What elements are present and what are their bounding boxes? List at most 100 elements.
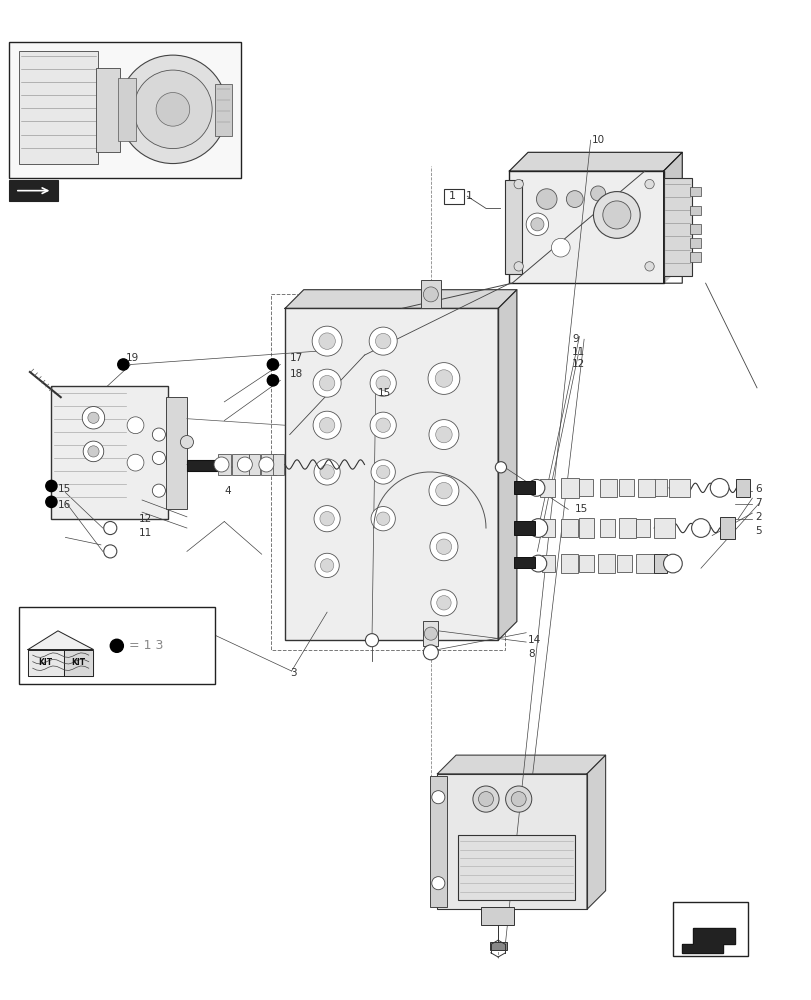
Bar [618, 518, 635, 538]
Polygon shape [437, 755, 605, 774]
Bar [97, 68, 119, 152]
Bar [437, 774, 586, 909]
Text: 8: 8 [527, 649, 534, 659]
Bar [579, 518, 594, 538]
Circle shape [526, 213, 548, 236]
Bar [513, 521, 534, 535]
Polygon shape [586, 755, 605, 909]
Circle shape [156, 93, 190, 126]
Polygon shape [497, 290, 516, 640]
Text: 11: 11 [138, 528, 152, 538]
Circle shape [365, 634, 378, 647]
Circle shape [551, 238, 569, 257]
Text: 7: 7 [754, 498, 761, 508]
Bar [719, 517, 734, 539]
Polygon shape [63, 650, 93, 676]
Text: 1: 1 [448, 191, 455, 201]
Circle shape [88, 412, 99, 423]
Circle shape [314, 506, 340, 532]
Bar [542, 555, 555, 572]
Circle shape [371, 460, 395, 484]
Polygon shape [28, 650, 63, 676]
Circle shape [319, 333, 335, 349]
Circle shape [320, 511, 334, 526]
Bar [539, 479, 555, 497]
Text: 10: 10 [591, 135, 604, 145]
Circle shape [267, 375, 278, 386]
Circle shape [431, 877, 444, 890]
Circle shape [82, 407, 105, 429]
Bar [215, 84, 231, 136]
Circle shape [371, 507, 395, 531]
Circle shape [528, 519, 547, 537]
Bar [663, 178, 691, 276]
Circle shape [311, 326, 341, 356]
Bar [166, 397, 187, 509]
Circle shape [237, 457, 252, 472]
Bar [560, 478, 579, 498]
Circle shape [472, 786, 499, 812]
Text: 9: 9 [571, 334, 578, 344]
Circle shape [423, 287, 438, 302]
Polygon shape [285, 290, 516, 308]
Circle shape [505, 786, 531, 812]
Text: 5: 5 [754, 526, 761, 536]
Bar [248, 454, 260, 475]
Bar [654, 479, 667, 496]
Circle shape [118, 359, 129, 370]
Text: 4: 4 [224, 486, 230, 496]
Circle shape [375, 376, 390, 390]
Text: 19: 19 [126, 353, 139, 363]
Circle shape [691, 519, 710, 537]
Bar [579, 479, 592, 496]
Bar [444, 189, 464, 204]
Text: KIT: KIT [71, 658, 85, 667]
Text: KIT: KIT [38, 658, 52, 667]
Circle shape [436, 596, 451, 610]
Circle shape [435, 370, 452, 387]
Bar [489, 942, 506, 950]
Bar [118, 78, 136, 141]
Circle shape [644, 262, 654, 271]
Circle shape [370, 412, 396, 438]
Circle shape [214, 457, 229, 472]
Text: 17: 17 [290, 353, 303, 363]
Bar [457, 835, 574, 900]
Bar [423, 621, 438, 646]
Bar [285, 308, 497, 640]
Circle shape [710, 479, 728, 497]
Circle shape [513, 179, 523, 189]
Circle shape [590, 186, 605, 201]
Polygon shape [28, 631, 93, 650]
Text: = 1 3: = 1 3 [129, 639, 163, 652]
Bar [618, 479, 633, 496]
Circle shape [320, 465, 334, 479]
Bar [260, 454, 276, 475]
Circle shape [565, 191, 582, 207]
Circle shape [127, 454, 144, 471]
Bar [481, 907, 513, 925]
Bar [420, 280, 440, 308]
Circle shape [152, 451, 165, 464]
Circle shape [104, 545, 117, 558]
Bar [689, 252, 700, 262]
Circle shape [375, 418, 390, 432]
Circle shape [267, 359, 278, 370]
Bar [10, 180, 58, 201]
Text: 1: 1 [465, 191, 472, 201]
Bar [579, 555, 594, 572]
Bar [542, 519, 555, 537]
Circle shape [180, 436, 193, 449]
Circle shape [423, 645, 438, 660]
Circle shape [593, 192, 639, 238]
Circle shape [320, 559, 333, 572]
Polygon shape [508, 152, 681, 171]
Text: 14: 14 [527, 635, 541, 645]
Circle shape [319, 375, 334, 391]
Circle shape [313, 369, 341, 397]
Circle shape [436, 539, 451, 554]
Circle shape [478, 792, 493, 807]
Bar [560, 554, 577, 573]
Circle shape [376, 465, 389, 479]
Circle shape [436, 482, 452, 499]
